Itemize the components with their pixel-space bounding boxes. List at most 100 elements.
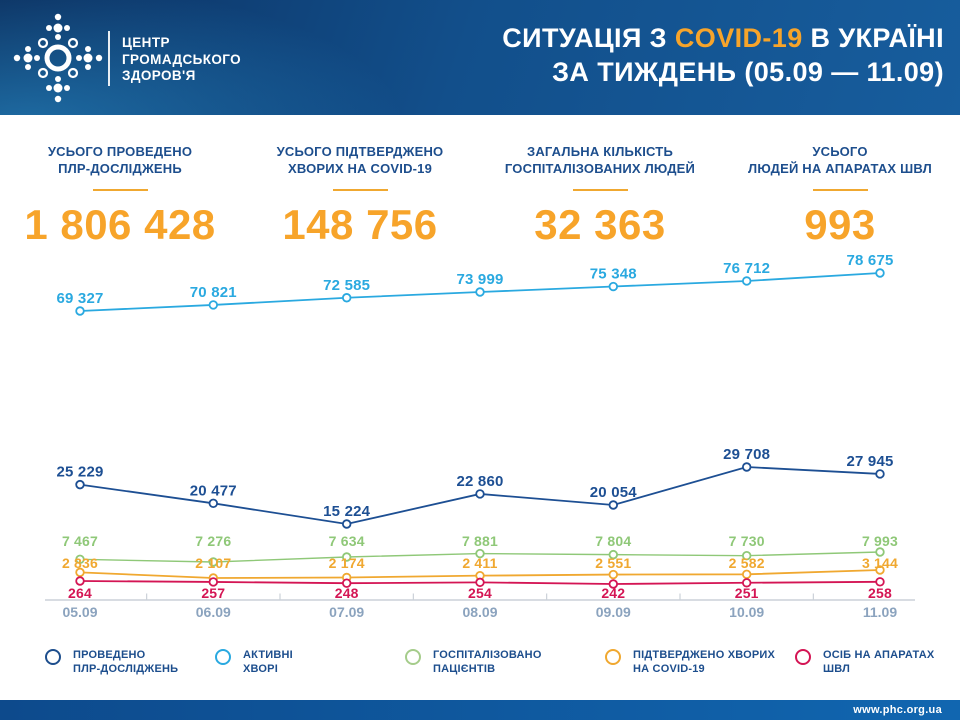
logo-separator bbox=[108, 31, 110, 86]
stat-ventilators: УСЬОГО ЛЮДЕЙ НА АПАРАТАХ ШВЛ 993 bbox=[720, 143, 960, 249]
chart-point bbox=[342, 519, 352, 529]
legend-ring-icon bbox=[795, 649, 811, 665]
legend-label-line: ГОСПІТАЛІЗОВАНО bbox=[433, 649, 542, 661]
chart-point bbox=[475, 577, 485, 588]
chart-value-label: 15 224 bbox=[323, 503, 371, 520]
legend-ring-icon bbox=[45, 649, 61, 665]
title-suffix: В УКРАЇНІ bbox=[802, 23, 944, 53]
chart-value-label: 78 675 bbox=[846, 252, 893, 269]
x-axis-date-label: 10.09 bbox=[729, 604, 764, 620]
header-bar: ЦЕНТР ГРОМАДСЬКОГО ЗДОРОВ'Я СИТУАЦІЯ З C… bbox=[0, 0, 960, 115]
chart-point bbox=[608, 579, 618, 589]
chart-value-label: 7 730 bbox=[729, 533, 765, 549]
chart-value-label: 2 174 bbox=[329, 555, 365, 571]
org-name-line: ЦЕНТР bbox=[122, 35, 170, 50]
chart-value-label: 76 712 bbox=[723, 260, 770, 277]
stat-label: УСЬОГО ПІДТВЕРДЖЕНО ХВОРИХ НА COVID-19 bbox=[248, 143, 472, 177]
chart-point bbox=[608, 500, 618, 510]
stat-label: УСЬОГО ЛЮДЕЙ НА АПАРАТАХ ШВЛ bbox=[728, 143, 952, 177]
chart-point bbox=[608, 281, 618, 292]
chart-point bbox=[742, 276, 752, 286]
chart-point bbox=[208, 557, 218, 567]
chart-value-label: 264 bbox=[68, 585, 92, 601]
chart-line-2 bbox=[79, 551, 881, 563]
legend-label-line: ПАЦІЄНТІВ bbox=[433, 663, 496, 675]
chart-point bbox=[608, 549, 618, 560]
title-covid-highlight: COVID-19 bbox=[674, 23, 803, 53]
stat-value: 993 bbox=[804, 201, 876, 248]
chart-point bbox=[875, 577, 885, 587]
x-axis-date-label: 08.09 bbox=[462, 604, 497, 620]
legend-label-line: ПЛР-ДОСЛІДЖЕНЬ bbox=[73, 663, 179, 675]
legend-ring-icon bbox=[215, 649, 231, 665]
stat-label-line: ГОСПІТАЛІЗОВАНИХ ЛЮДЕЙ bbox=[504, 161, 696, 176]
chart-value-label: 70 821 bbox=[190, 284, 237, 301]
chart-point bbox=[75, 567, 85, 578]
stat-value: 148 756 bbox=[282, 201, 438, 248]
x-axis-date-label: 05.09 bbox=[62, 604, 97, 620]
chart-value-label: 69 327 bbox=[56, 290, 103, 307]
legend-item-hospitalized: ГОСПІТАЛІЗОВАНО ПАЦІЄНТІВ bbox=[405, 648, 542, 676]
legend-item-ventilators: ОСІБ НА АПАРАТАХ ШВЛ bbox=[795, 648, 934, 676]
chart-line-1 bbox=[79, 466, 881, 525]
chart-value-label: 2 836 bbox=[62, 555, 98, 571]
chart-point bbox=[342, 572, 352, 583]
chart-value-label: 7 881 bbox=[462, 533, 498, 549]
chart-point bbox=[875, 547, 885, 557]
legend-label: ГОСПІТАЛІЗОВАНО ПАЦІЄНТІВ bbox=[433, 648, 542, 676]
chart-line-0 bbox=[79, 272, 881, 312]
chart-value-label: 2 551 bbox=[595, 555, 631, 571]
chart-value-label: 248 bbox=[335, 585, 359, 601]
chart-value-label: 251 bbox=[735, 585, 759, 601]
chart-point bbox=[75, 479, 85, 490]
chart-point bbox=[742, 550, 752, 561]
chart-value-label: 72 585 bbox=[323, 277, 370, 294]
x-axis-date-label: 06.09 bbox=[196, 604, 231, 620]
stat-label: ЗАГАЛЬНА КІЛЬКІСТЬ ГОСПІТАЛІЗОВАНИХ ЛЮДЕ… bbox=[488, 143, 712, 177]
chart-value-label: 254 bbox=[468, 585, 492, 601]
legend-label-line: АКТИВНІ bbox=[243, 649, 293, 661]
stat-value: 1 806 428 bbox=[24, 201, 216, 248]
chart-point bbox=[475, 287, 485, 297]
chart-value-label: 25 229 bbox=[56, 464, 103, 481]
chart-point bbox=[342, 552, 352, 562]
phc-logo-icon bbox=[13, 13, 103, 103]
stat-label-line: УСЬОГО ПРОВЕДЕНО bbox=[47, 144, 193, 159]
summary-stats-row: УСЬОГО ПРОВЕДЕНО ПЛР-ДОСЛІДЖЕНЬ 1 806 42… bbox=[0, 143, 960, 249]
legend-item-active-cases: АКТИВНІ ХВОРІ bbox=[215, 648, 293, 676]
stat-divider bbox=[92, 189, 148, 191]
org-name: ЦЕНТР ГРОМАДСЬКОГО ЗДОРОВ'Я bbox=[122, 35, 241, 85]
chart-line-3 bbox=[79, 569, 881, 579]
chart-point bbox=[342, 293, 352, 303]
legend-ring-icon bbox=[405, 649, 421, 665]
chart-value-label: 20 054 bbox=[590, 484, 638, 501]
stat-hospitalized: ЗАГАЛЬНА КІЛЬКІСТЬ ГОСПІТАЛІЗОВАНИХ ЛЮДЕ… bbox=[480, 143, 720, 249]
footer-bar: www.phc.org.ua bbox=[0, 700, 960, 720]
chart-point bbox=[208, 300, 218, 310]
chart-point bbox=[75, 576, 85, 586]
legend-label-line: НА COVID-19 bbox=[633, 663, 705, 675]
chart-value-label: 7 804 bbox=[595, 533, 631, 549]
chart-value-label: 27 945 bbox=[846, 453, 893, 470]
stat-label-line: ХВОРИХ НА COVID-19 bbox=[287, 161, 433, 176]
chart-line-4 bbox=[79, 580, 881, 585]
stat-pcr-tests: УСЬОГО ПРОВЕДЕНО ПЛР-ДОСЛІДЖЕНЬ 1 806 42… bbox=[0, 143, 240, 249]
chart-point bbox=[208, 577, 218, 587]
legend-item-confirmed: ПІДТВЕРДЖЕНО ХВОРИХ НА COVID-19 bbox=[605, 648, 775, 676]
chart-point bbox=[875, 565, 885, 575]
chart-point bbox=[475, 489, 485, 499]
chart-value-label: 22 860 bbox=[456, 473, 503, 490]
chart-value-label: 75 348 bbox=[590, 266, 637, 283]
stat-value: 32 363 bbox=[534, 201, 666, 248]
legend-label-line: ПІДТВЕРДЖЕНО ХВОРИХ bbox=[633, 649, 776, 661]
chart-point bbox=[742, 569, 752, 580]
chart-value-label: 7 276 bbox=[195, 533, 231, 549]
legend-label-line: ПРОВЕДЕНО bbox=[73, 649, 146, 661]
org-name-line: ГРОМАДСЬКОГО bbox=[122, 51, 242, 67]
chart-value-label: 7 634 bbox=[329, 533, 365, 549]
stat-label-line: ПЛР-ДОСЛІДЖЕНЬ bbox=[58, 161, 182, 176]
chart-value-label: 20 477 bbox=[190, 482, 237, 499]
chart-value-label: 3 144 bbox=[862, 555, 898, 571]
legend-label: ПІДТВЕРДЖЕНО ХВОРИХ НА COVID-19 bbox=[633, 648, 775, 676]
